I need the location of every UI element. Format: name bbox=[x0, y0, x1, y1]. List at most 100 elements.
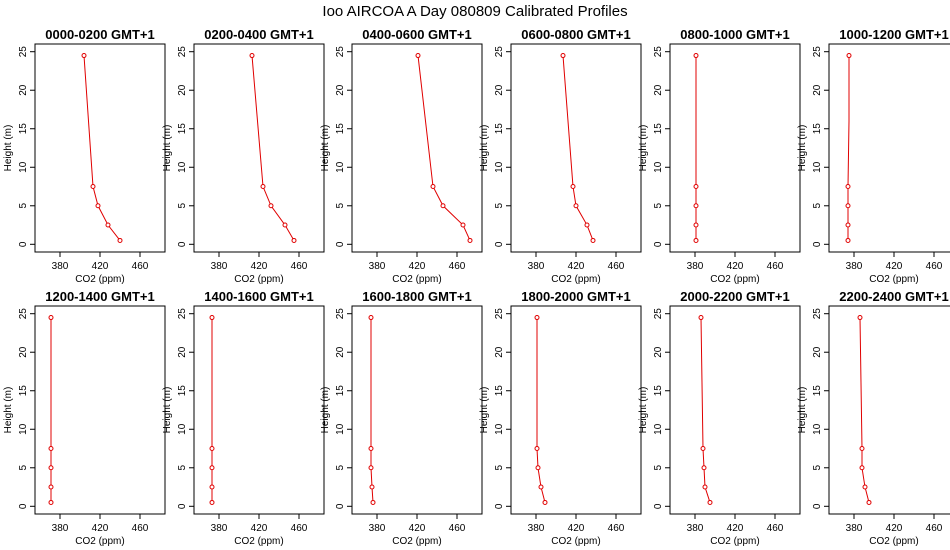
y-tick-label: 25 bbox=[177, 308, 188, 320]
y-tick-label: 25 bbox=[18, 308, 29, 320]
data-point bbox=[370, 499, 376, 505]
data-point bbox=[693, 237, 699, 243]
x-tick-label: 420 bbox=[92, 523, 109, 534]
data-point bbox=[209, 499, 215, 505]
y-axis-label: Height (m) bbox=[3, 387, 14, 434]
panel-3: 0400-0600 GMT+1 380 420 460 0 5 10 15 20 25 CO2 (p… bbox=[320, 27, 483, 285]
plot-frame bbox=[34, 305, 166, 515]
x-tick-label: 460 bbox=[926, 523, 943, 534]
y-tick-label: 20 bbox=[177, 346, 188, 358]
y-tick-label: 10 bbox=[177, 161, 188, 173]
x-tick-label: 380 bbox=[369, 523, 386, 534]
plot-frame bbox=[34, 43, 166, 253]
y-tick-label: 20 bbox=[653, 84, 664, 96]
panel-9: 1600-1800 GMT+1 380 420 460 0 5 10 15 20 25 CO2 (p… bbox=[320, 289, 483, 547]
y-tick-label: 0 bbox=[653, 241, 664, 247]
data-point bbox=[209, 484, 215, 490]
y-tick-label: 5 bbox=[335, 203, 346, 209]
plot-frame bbox=[193, 305, 325, 515]
data-point bbox=[368, 465, 374, 471]
panel-title: 1600-1800 GMT+1 bbox=[362, 289, 471, 304]
y-tick-label: 25 bbox=[812, 46, 823, 58]
panel-title: 0600-0800 GMT+1 bbox=[521, 27, 630, 42]
x-tick-label: 380 bbox=[846, 523, 863, 534]
y-axis-label: Height (m) bbox=[797, 125, 808, 172]
y-tick-label: 25 bbox=[812, 308, 823, 320]
data-point bbox=[845, 184, 851, 190]
y-tick-label: 10 bbox=[18, 161, 29, 173]
panel-6: 1000-1200 GMT+1 380 420 460 0 5 10 15 20 25 CO2 (p… bbox=[797, 27, 950, 285]
plot-frame bbox=[510, 305, 642, 515]
profile-line bbox=[536, 317, 546, 503]
data-point bbox=[700, 446, 706, 452]
x-tick-label: 460 bbox=[132, 523, 149, 534]
y-tick-label: 5 bbox=[494, 203, 505, 209]
y-tick-label: 0 bbox=[494, 241, 505, 247]
data-point bbox=[415, 53, 421, 59]
y-tick-label: 5 bbox=[18, 465, 29, 471]
panel-grid: 0000-0200 GMT+1 380 420 460 0 5 10 15 20 25 CO2 (p… bbox=[3, 27, 950, 547]
panel-4: 0600-0800 GMT+1 380 420 460 0 5 10 15 20 25 CO2 (p… bbox=[479, 27, 642, 285]
data-point bbox=[707, 499, 713, 505]
data-point bbox=[209, 315, 215, 321]
profile-line bbox=[859, 317, 870, 503]
y-tick-label: 0 bbox=[812, 241, 823, 247]
y-tick-label: 5 bbox=[335, 465, 346, 471]
x-tick-label: 420 bbox=[886, 523, 903, 534]
panel-title: 1000-1200 GMT+1 bbox=[839, 27, 948, 42]
data-point bbox=[693, 222, 699, 228]
y-tick-label: 10 bbox=[18, 423, 29, 435]
data-point bbox=[560, 53, 566, 59]
y-tick-label: 25 bbox=[653, 308, 664, 320]
y-tick-label: 0 bbox=[177, 503, 188, 509]
data-point bbox=[48, 465, 54, 471]
data-point bbox=[693, 53, 699, 59]
y-tick-label: 10 bbox=[494, 161, 505, 173]
x-tick-label: 460 bbox=[132, 261, 149, 272]
data-point bbox=[249, 53, 255, 59]
profile-line bbox=[251, 55, 295, 241]
y-axis-label: Height (m) bbox=[320, 387, 331, 434]
data-point bbox=[440, 203, 446, 209]
data-point bbox=[460, 222, 466, 228]
data-point bbox=[862, 484, 868, 490]
data-point bbox=[845, 222, 851, 228]
y-tick-label: 5 bbox=[812, 465, 823, 471]
y-tick-label: 10 bbox=[335, 161, 346, 173]
data-point bbox=[701, 465, 707, 471]
x-tick-label: 420 bbox=[568, 523, 585, 534]
x-axis-label: CO2 (ppm) bbox=[75, 536, 124, 547]
x-tick-label: 460 bbox=[291, 261, 308, 272]
panel-7: 1200-1400 GMT+1 380 420 460 0 5 10 15 20 25 CO2 (p… bbox=[3, 289, 166, 547]
y-tick-label: 5 bbox=[653, 203, 664, 209]
y-tick-label: 25 bbox=[18, 46, 29, 58]
y-tick-label: 15 bbox=[18, 123, 29, 135]
x-tick-label: 420 bbox=[886, 261, 903, 272]
panel-11: 2000-2200 GMT+1 380 420 460 0 5 10 15 20 25 CO2 (p… bbox=[638, 289, 801, 547]
y-tick-label: 5 bbox=[18, 203, 29, 209]
data-point bbox=[859, 465, 865, 471]
x-tick-label: 380 bbox=[52, 523, 69, 534]
x-tick-label: 460 bbox=[767, 523, 784, 534]
profile-line bbox=[417, 55, 471, 241]
x-axis-label: CO2 (ppm) bbox=[234, 536, 283, 547]
y-tick-label: 20 bbox=[812, 84, 823, 96]
x-tick-label: 380 bbox=[687, 261, 704, 272]
x-axis-label: CO2 (ppm) bbox=[710, 274, 759, 285]
x-tick-label: 380 bbox=[528, 261, 545, 272]
data-point bbox=[48, 446, 54, 452]
x-tick-label: 380 bbox=[52, 261, 69, 272]
data-point bbox=[209, 465, 215, 471]
panel-5: 0800-1000 GMT+1 380 420 460 0 5 10 15 20 25 CO2 (p… bbox=[638, 27, 801, 285]
y-tick-label: 20 bbox=[335, 84, 346, 96]
data-point bbox=[105, 222, 111, 228]
y-tick-label: 15 bbox=[494, 123, 505, 135]
data-point bbox=[866, 499, 872, 505]
data-point bbox=[48, 315, 54, 321]
plot-frame bbox=[351, 43, 483, 253]
x-tick-label: 460 bbox=[608, 261, 625, 272]
x-axis-label: CO2 (ppm) bbox=[869, 536, 918, 547]
panel-title: 2200-2400 GMT+1 bbox=[839, 289, 948, 304]
y-axis-label: Height (m) bbox=[320, 125, 331, 172]
y-axis-label: Height (m) bbox=[638, 387, 649, 434]
